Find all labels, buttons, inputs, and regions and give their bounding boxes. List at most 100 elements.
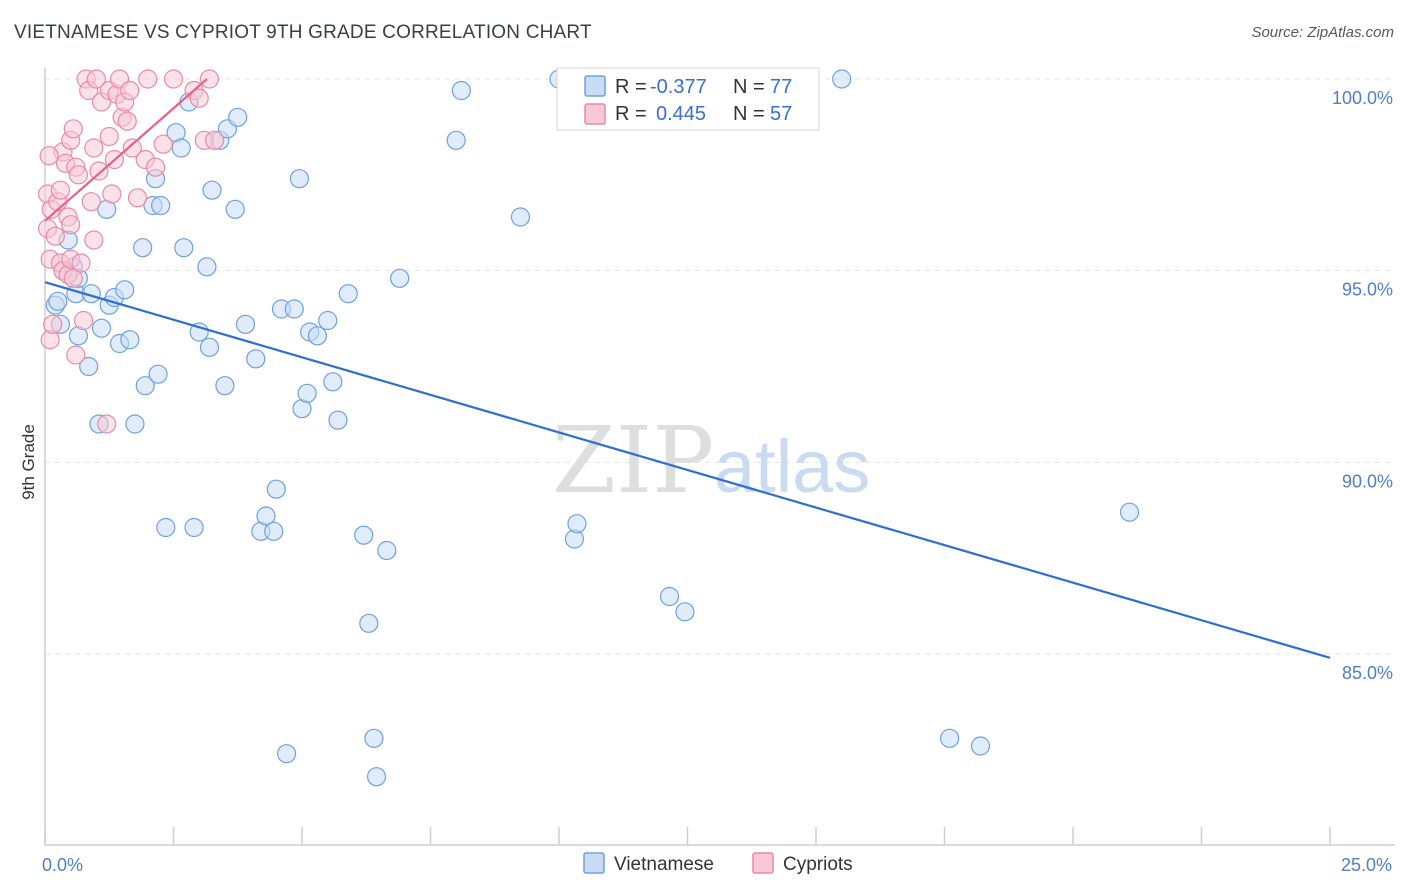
point-cypriots-45 — [127, 188, 148, 208]
point-vietnamese-61 — [364, 728, 384, 748]
y-axis-label: 9th Grade — [19, 424, 38, 500]
point-vietnamese-74 — [940, 728, 960, 748]
watermark: ZIP atlas — [552, 407, 870, 514]
legend-r-value-2: 0.445 — [656, 103, 706, 125]
point-vietnamese-58 — [338, 284, 358, 304]
x-tick-label-1: 25.0% — [1341, 855, 1392, 875]
point-vietnamese-73 — [832, 69, 852, 89]
point-cypriots-54 — [199, 69, 220, 89]
point-vietnamese-71 — [659, 586, 680, 607]
point-vietnamese-56 — [323, 372, 343, 392]
x-tick-label-0: 0.0% — [42, 855, 83, 875]
point-vietnamese-28 — [171, 138, 191, 158]
point-vietnamese-33 — [197, 257, 217, 277]
point-vietnamese-9 — [79, 356, 99, 377]
point-vietnamese-60 — [359, 613, 379, 633]
point-vietnamese-54 — [307, 326, 328, 346]
point-cypriots-56 — [39, 146, 59, 166]
point-vietnamese-62 — [366, 767, 387, 787]
point-vietnamese-55 — [318, 310, 338, 331]
legend-swatch-vietnamese — [584, 75, 606, 97]
watermark-zip: ZIP — [552, 407, 714, 514]
point-vietnamese-59 — [354, 525, 374, 545]
legend-r-label-1: R = — [615, 76, 647, 98]
point-vietnamese-21 — [135, 376, 155, 396]
series-legend: Vietnamese Cypriots — [583, 852, 853, 875]
point-cypriots-36 — [102, 184, 122, 204]
point-cypriots-35 — [99, 126, 119, 147]
legend-r-value-1: -0.377 — [650, 76, 707, 98]
chart-title: VIETNAMESE VS CYPRIOT 9TH GRADE CORRELAT… — [14, 22, 592, 43]
point-vietnamese-66 — [451, 80, 471, 101]
point-vietnamese-52 — [297, 383, 317, 403]
point-vietnamese-24 — [148, 364, 168, 384]
point-cypriots-28 — [84, 138, 104, 158]
legend-n-label-2: N = — [733, 103, 765, 125]
point-cypriots-49 — [153, 134, 173, 154]
point-cypriots-24 — [73, 310, 94, 331]
point-cypriots-44 — [122, 138, 142, 158]
point-vietnamese-64 — [390, 268, 410, 288]
point-vietnamese-19 — [125, 414, 145, 434]
point-vietnamese-20 — [133, 238, 153, 258]
point-vietnamese-25 — [151, 195, 171, 216]
point-vietnamese-72 — [675, 602, 695, 622]
point-vietnamese-18 — [120, 330, 140, 350]
point-vietnamese-50 — [289, 169, 310, 189]
legend-n-label-1: N = — [733, 76, 765, 98]
point-vietnamese-39 — [225, 199, 245, 219]
point-vietnamese-26 — [156, 517, 176, 538]
point-vietnamese-48 — [276, 744, 297, 764]
axes — [44, 68, 1395, 846]
y-tick-label-2: 90.0% — [1342, 471, 1393, 491]
point-vietnamese-75 — [970, 736, 991, 756]
point-cypriots-42 — [117, 111, 137, 131]
watermark-atlas: atlas — [714, 425, 870, 508]
point-vietnamese-63 — [377, 540, 397, 561]
point-cypriots-30 — [86, 69, 107, 89]
point-cypriots-19 — [63, 268, 83, 288]
point-cypriots-47 — [138, 69, 158, 89]
trend-line-vietnamese — [44, 281, 1331, 659]
point-cypriots-20 — [66, 345, 86, 365]
series-legend-swatch-cypriots — [752, 852, 774, 874]
point-cypriots-48 — [145, 157, 166, 177]
chart-source: Source: ZipAtlas.com — [1251, 24, 1394, 41]
point-cypriots-22 — [68, 165, 89, 185]
point-cypriots-18 — [63, 119, 83, 139]
point-vietnamese-46 — [266, 479, 286, 499]
legend-n-value-2: 57 — [770, 103, 792, 125]
point-vietnamese-76 — [1119, 502, 1140, 522]
point-cypriots-8 — [50, 180, 71, 200]
legend-swatch-cypriots — [584, 103, 606, 125]
point-vietnamese-42 — [246, 349, 266, 369]
point-cypriots-6 — [45, 226, 65, 246]
point-vietnamese-1 — [48, 291, 68, 311]
point-cypriots-52 — [189, 88, 209, 108]
gridlines — [45, 78, 1395, 655]
point-cypriots-23 — [71, 253, 91, 273]
series-legend-label-vietnamese: Vietnamese — [614, 854, 714, 875]
tick-labels: 100.0% 95.0% 90.0% 85.0% 0.0% 25.0% — [42, 88, 1393, 875]
y-tick-label-1: 95.0% — [1342, 280, 1393, 300]
series-legend-label-cypriots: Cypriots — [783, 854, 853, 875]
legend-r-label-2: R = — [615, 103, 647, 125]
point-vietnamese-57 — [328, 410, 348, 430]
point-cypriots-55 — [205, 130, 225, 150]
trend-lines — [44, 78, 1331, 659]
data-points — [37, 69, 1140, 787]
point-vietnamese-17 — [115, 280, 135, 300]
point-cypriots-43 — [120, 80, 140, 101]
point-vietnamese-70 — [567, 514, 587, 534]
point-vietnamese-41 — [235, 314, 256, 334]
point-vietnamese-31 — [184, 517, 204, 538]
series-legend-swatch-vietnamese — [583, 852, 605, 874]
point-vietnamese-40 — [228, 107, 248, 127]
point-cypriots-31 — [89, 161, 109, 181]
point-cypriots-50 — [163, 69, 184, 89]
point-vietnamese-44 — [256, 506, 276, 526]
point-cypriots-33 — [97, 414, 117, 434]
stats-legend: R = -0.377 N = 77 R = 0.445 N = 57 — [556, 67, 820, 131]
trend-line-cypriots — [44, 78, 208, 222]
